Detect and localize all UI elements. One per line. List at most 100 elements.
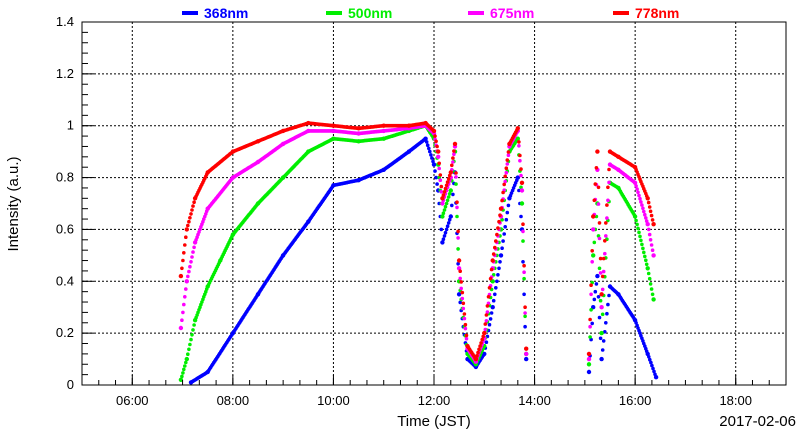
data-point: [480, 337, 485, 342]
tick-labels: 06:00 08:00 10:00 12:00 14:00 16:00 18:00 0 0.2 0…: [56, 14, 752, 408]
data-point: [522, 263, 526, 268]
data-point: [448, 170, 453, 175]
data-point: [523, 311, 527, 315]
data-point: [596, 185, 601, 190]
data-point: [475, 354, 479, 358]
legend-entry-778nm: 778nm: [613, 5, 679, 21]
data-point: [490, 305, 495, 310]
data-point: [189, 337, 193, 342]
data-point: [184, 360, 188, 365]
x-tick-label: 14:00: [518, 393, 551, 408]
data-point: [643, 212, 647, 217]
data-point: [184, 356, 189, 362]
data-point: [184, 235, 188, 239]
data-point: [484, 340, 489, 345]
y-tick-label: 1.4: [56, 14, 74, 29]
data-point: [429, 153, 433, 157]
series-500nm: [178, 123, 656, 382]
data-point: [444, 201, 449, 206]
data-point: [650, 218, 655, 222]
data-point: [444, 183, 449, 188]
data-point: [451, 156, 455, 160]
data-point: [591, 253, 596, 258]
data-point: [500, 246, 504, 250]
data-point: [603, 239, 607, 243]
data-point: [443, 230, 448, 235]
data-point: [436, 154, 441, 159]
data-point: [188, 342, 192, 347]
data-point: [650, 248, 655, 252]
data-point: [456, 229, 460, 234]
data-point: [603, 330, 607, 334]
data-point: [643, 254, 647, 259]
data-point: [634, 184, 638, 188]
data-point: [641, 206, 645, 211]
data-point: [605, 203, 609, 207]
data-point: [597, 221, 602, 225]
data-point: [190, 333, 194, 337]
data-point: [647, 355, 651, 359]
data-point: [440, 201, 445, 206]
data-point: [187, 269, 191, 274]
data-point: [598, 256, 603, 261]
data-point: [437, 166, 442, 171]
data-point: [444, 227, 449, 232]
data-point: [495, 232, 499, 237]
data-point: [519, 188, 525, 193]
data-point: [454, 175, 458, 179]
data-point: [191, 204, 195, 208]
data-point: [442, 234, 447, 238]
data-point: [431, 159, 435, 164]
data-point: [601, 339, 606, 343]
axis-ticks: [81, 21, 787, 386]
data-point: [447, 217, 452, 222]
data-point: [518, 158, 522, 163]
series-778nm: [178, 120, 656, 362]
data-point: [190, 208, 194, 212]
data-point: [488, 317, 493, 321]
data-point: [640, 242, 644, 247]
series-368nm: [188, 136, 659, 385]
data-point: [464, 336, 469, 341]
data-point: [519, 173, 523, 178]
data-point: [506, 150, 511, 154]
data-point: [638, 196, 642, 201]
data-point: [648, 238, 653, 242]
data-point: [604, 321, 608, 325]
data-point: [437, 161, 442, 166]
data-point: [458, 276, 463, 281]
data-point: [593, 182, 598, 186]
x-tick-label: 18:00: [719, 393, 752, 408]
data-point: [506, 203, 511, 208]
data-point: [519, 185, 523, 190]
data-point: [498, 213, 502, 217]
data-point: [423, 136, 428, 141]
data-point: [455, 205, 459, 210]
data-point: [425, 143, 430, 147]
data-point: [588, 324, 592, 329]
data-point: [597, 236, 602, 241]
data-point: [505, 158, 510, 162]
data-point: [650, 292, 655, 297]
data-point: [459, 286, 464, 291]
data-point: [456, 258, 462, 263]
data-point: [496, 226, 500, 230]
data-point: [603, 251, 607, 256]
data-point: [649, 360, 653, 365]
data-point: [586, 369, 592, 375]
data-point: [460, 290, 465, 295]
data-point: [523, 314, 527, 319]
data-point: [439, 184, 444, 189]
data-point: [494, 286, 498, 290]
data-point: [644, 262, 649, 267]
data-point: [490, 279, 495, 284]
data-point: [461, 306, 466, 311]
data-point: [184, 227, 189, 232]
data-point: [487, 322, 492, 327]
data-point: [454, 182, 458, 186]
data-point: [647, 276, 652, 281]
y-tick-label: 0: [67, 377, 74, 392]
data-point: [491, 273, 496, 277]
data-point: [498, 206, 504, 211]
